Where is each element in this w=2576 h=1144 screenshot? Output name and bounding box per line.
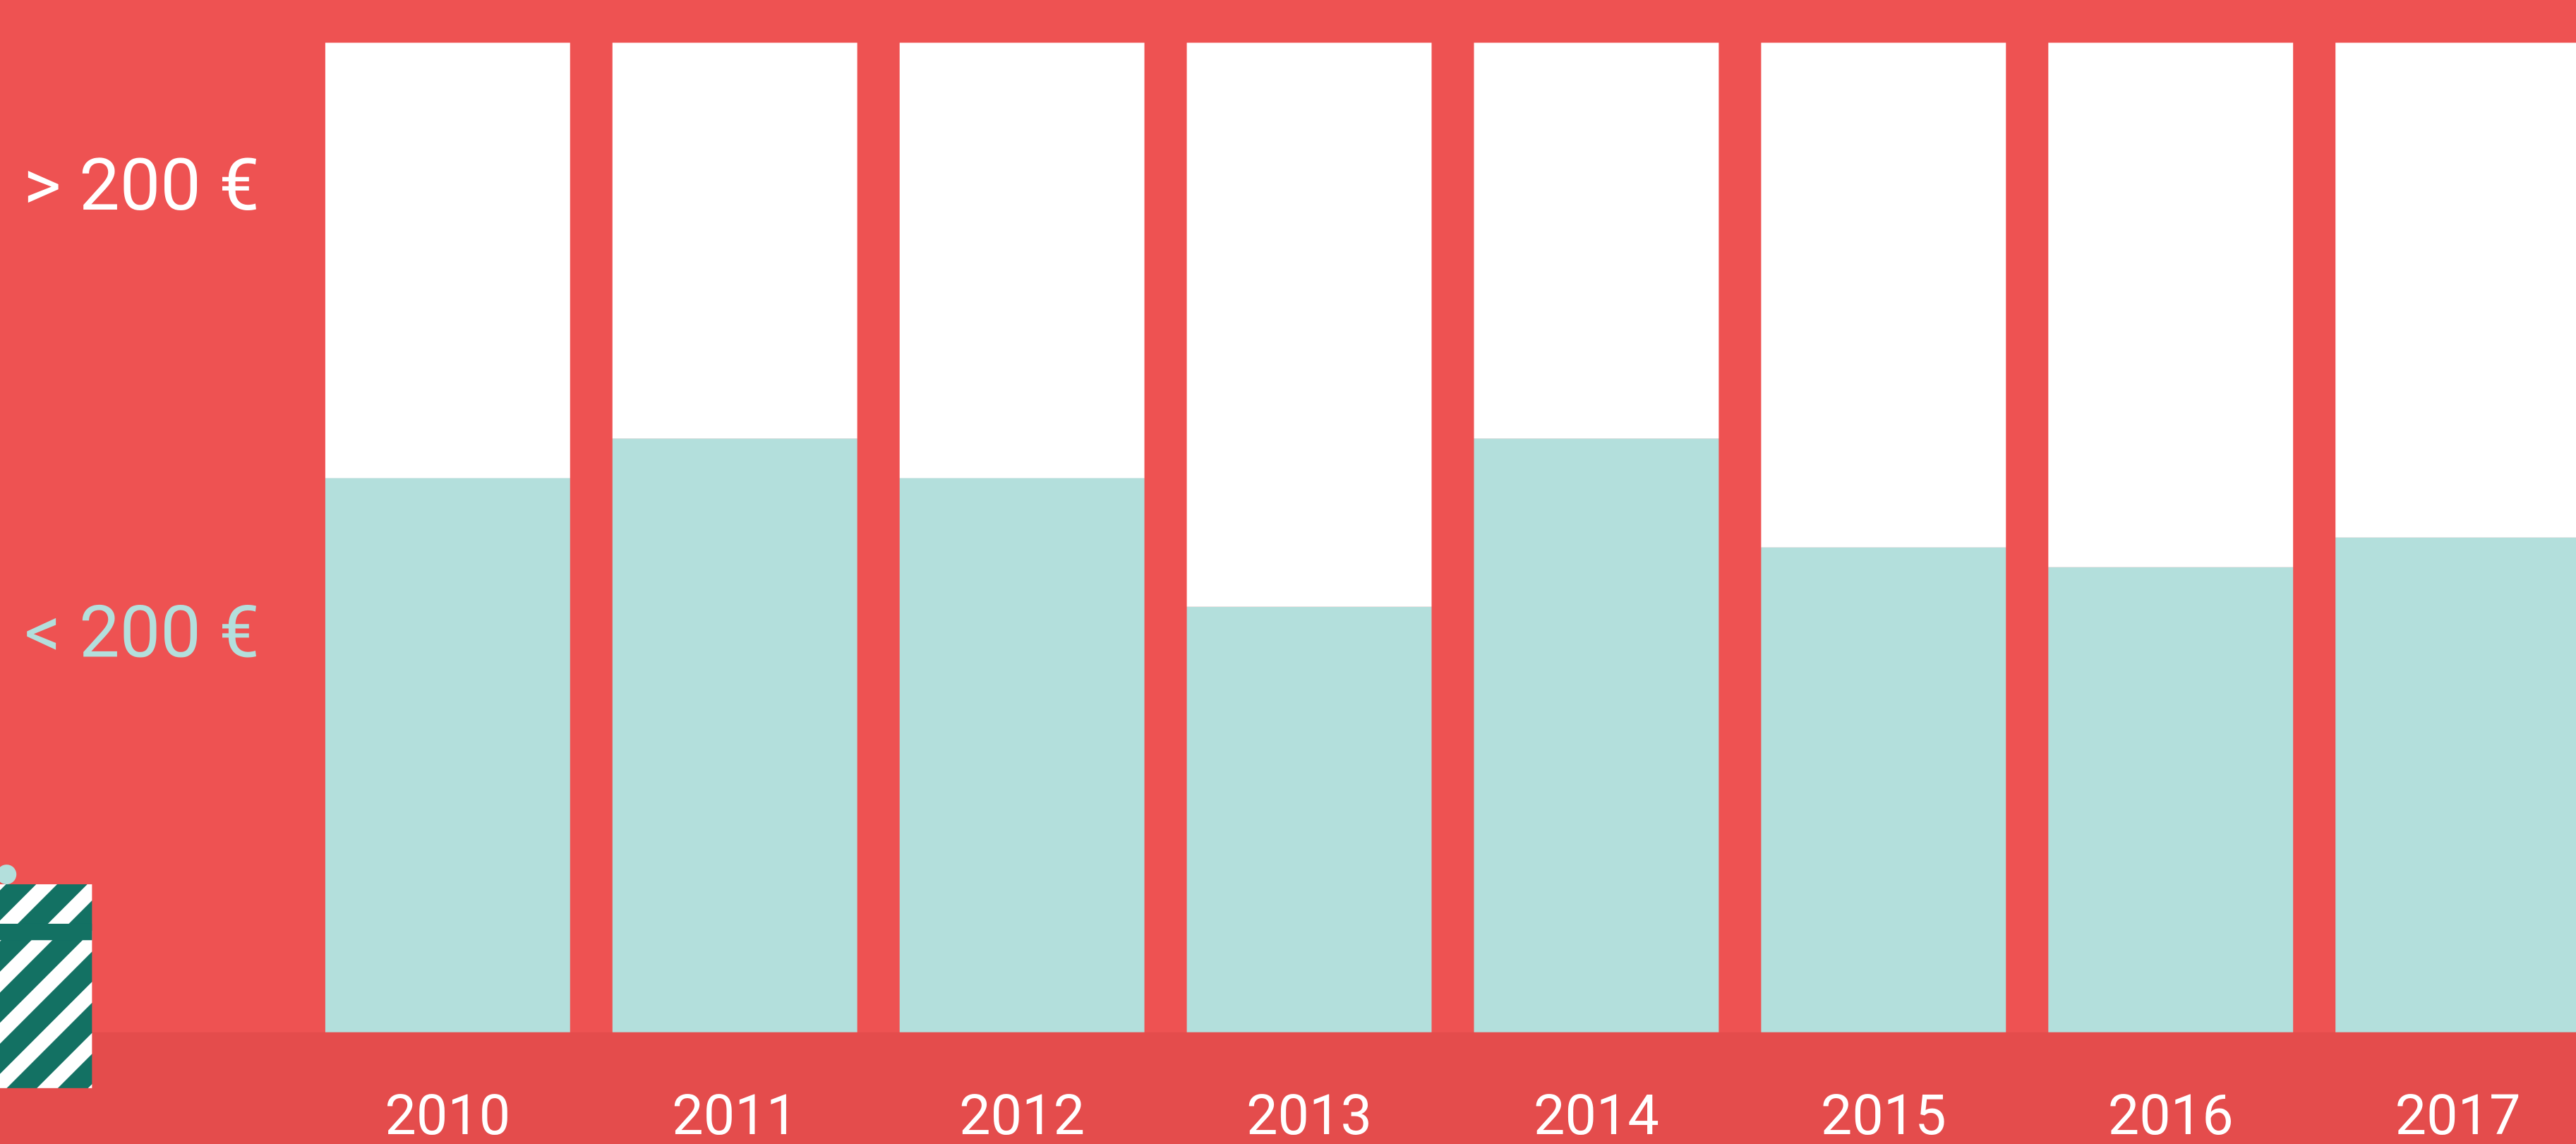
chart: 2010 2011 2012 2013 2014 2015 2016 2017 < 200 € >…: [0, 0, 2576, 1144]
x-tick-label: 2015: [1821, 1083, 1946, 1144]
bar-segment: [2048, 567, 2293, 1032]
bar-segment: [1761, 43, 2006, 548]
x-tick-label: 2013: [1246, 1083, 1372, 1144]
bar-segment: [2335, 538, 2576, 1032]
bar-segment: [613, 438, 857, 1032]
x-tick-label: 2016: [2108, 1083, 2234, 1144]
gift-box: [0, 865, 92, 1088]
legend-label: < 200 €: [25, 591, 260, 675]
bar-segment: [325, 43, 570, 478]
bar-segment: [1187, 607, 1432, 1032]
x-tick-label: 2017: [2395, 1083, 2521, 1144]
x-tick-label: 2012: [959, 1083, 1085, 1144]
bar-segment: [900, 43, 1145, 478]
bar-segment: [1474, 43, 1719, 439]
bar-segment: [613, 43, 857, 439]
x-tick-label: 2011: [672, 1083, 798, 1144]
bar-segment: [900, 478, 1145, 1032]
bar-segment: [2048, 43, 2293, 567]
x-tick-label: 2014: [1534, 1083, 1659, 1144]
bar-segment: [2335, 43, 2576, 538]
bar-segment: [1761, 548, 2006, 1032]
x-tick-label: 2010: [385, 1083, 510, 1144]
bar-segment: [325, 478, 570, 1032]
bar-segment: [1474, 438, 1719, 1032]
page: {"chart_data": {"type": "bar", "stacked"…: [0, 0, 2576, 1144]
legend-label: > 200 €: [23, 143, 260, 228]
bar-segment: [1187, 43, 1432, 607]
